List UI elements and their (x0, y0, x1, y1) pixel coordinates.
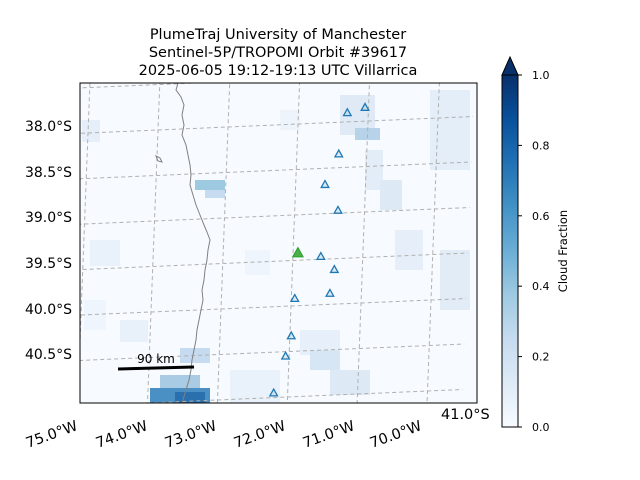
parallel-line (80, 161, 472, 180)
latitude-label: 39.5°S (25, 256, 72, 272)
gridlines (80, 83, 474, 403)
colorbar-tick-label: 0.2 (532, 351, 550, 364)
hotspot-marker (280, 350, 291, 360)
hotspot-marker (315, 251, 326, 261)
volcano-marker (291, 246, 305, 258)
lake-outline (155, 154, 163, 163)
parallel-line (80, 116, 474, 134)
colorbar-tick-label: 0.6 (532, 210, 550, 223)
colorbar-label: Cloud Fraction (556, 210, 570, 292)
longitude-label: 73.0°W (163, 418, 219, 451)
longitude-label: 75.0°W (24, 418, 80, 451)
latitude-label: 41.0°S (441, 407, 490, 423)
longitude-label: 72.0°W (232, 418, 288, 451)
colorbar-ticks: 0.0 0.2 0.4 0.6 0.8 1.0 (518, 69, 550, 434)
latitude-label: 39.0°S (25, 210, 72, 226)
parallel-line (80, 298, 467, 316)
latitude-label: 40.5°S (25, 347, 72, 363)
hotspot-marker (329, 264, 340, 274)
hotspot-marker (333, 148, 344, 158)
meridian-line (216, 83, 231, 403)
longitude-labels: 75.0°W 74.0°W 73.0°W 72.0°W 71.0°W 70.0°W (24, 418, 424, 451)
longitude-label: 70.0°W (368, 418, 424, 451)
latitude-labels: 38.0°S 38.5°S 39.0°S 39.5°S 40.0°S 40.5°S 41.0… (25, 119, 490, 423)
map-area: 90 km (80, 83, 477, 403)
parallel-line (80, 207, 470, 225)
hotspot-marker (286, 330, 297, 340)
hotspot-marker (325, 288, 335, 297)
colorbar-tick-label: 0.8 (532, 139, 550, 152)
longitude-label: 71.0°W (301, 418, 357, 451)
hotspot-marker (342, 107, 353, 117)
colorbar-tick-label: 0.0 (532, 421, 550, 434)
hotspot-marker (268, 387, 279, 397)
latitude-label: 38.5°S (25, 165, 72, 181)
parallel-line (80, 83, 207, 89)
scale-bar-label: 90 km (137, 352, 175, 366)
colorbar-gradient (501, 74, 519, 428)
hotspot-marker (320, 179, 330, 189)
hotspot-marker (333, 205, 343, 214)
scale-bar (117, 365, 195, 371)
hotspot-markers (268, 102, 370, 397)
coastline (175, 83, 211, 403)
meridian-line (80, 83, 91, 355)
parallel-line (135, 389, 463, 403)
volcano-marker-triangle (291, 246, 305, 258)
title-line-1: PlumeTraj University of Manchester (150, 27, 406, 43)
colorbar-extend-arrow (501, 55, 519, 76)
parallel-line (80, 343, 465, 361)
meridian-line (356, 83, 370, 403)
longitude-label: 74.0°W (94, 418, 150, 451)
meridian-line (426, 83, 440, 403)
colorbar: 0.0 0.2 0.4 0.6 0.8 1.0 Cloud Fraction (501, 55, 570, 434)
map-frame (79, 82, 478, 404)
parallel-line (80, 252, 468, 271)
title-line-3: 2025-06-05 19:12-19:13 UTC Villarrica (139, 63, 418, 79)
hotspot-marker (289, 293, 300, 303)
latitude-label: 40.0°S (25, 302, 72, 318)
meridian-line (286, 83, 301, 403)
hotspot-marker (360, 102, 370, 111)
latitude-label: 38.0°S (25, 119, 72, 135)
colorbar-tick-label: 0.4 (532, 280, 550, 293)
title-line-2: Sentinel-5P/TROPOMI Orbit #39617 (149, 45, 407, 61)
colorbar-tick-label: 1.0 (532, 69, 550, 82)
